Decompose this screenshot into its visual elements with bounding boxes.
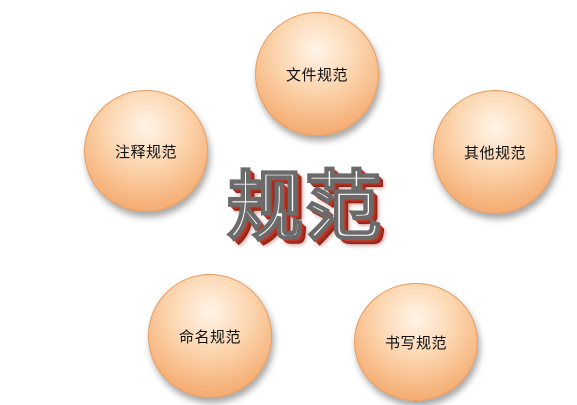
node-label: 其他规范	[463, 143, 526, 162]
node-label: 文件规范	[285, 65, 348, 84]
node-comment-standard: 注释规范	[84, 90, 208, 212]
node-label: 注释规范	[114, 142, 177, 161]
node-file-standard: 文件规范	[255, 12, 379, 136]
node-naming-standard: 命名规范	[148, 274, 272, 398]
node-label: 命名规范	[178, 327, 241, 346]
center-title: 规范	[226, 162, 383, 251]
node-label: 书写规范	[384, 333, 447, 352]
node-other-standard: 其他规范	[433, 90, 557, 214]
node-writing-standard: 书写规范	[354, 283, 478, 401]
